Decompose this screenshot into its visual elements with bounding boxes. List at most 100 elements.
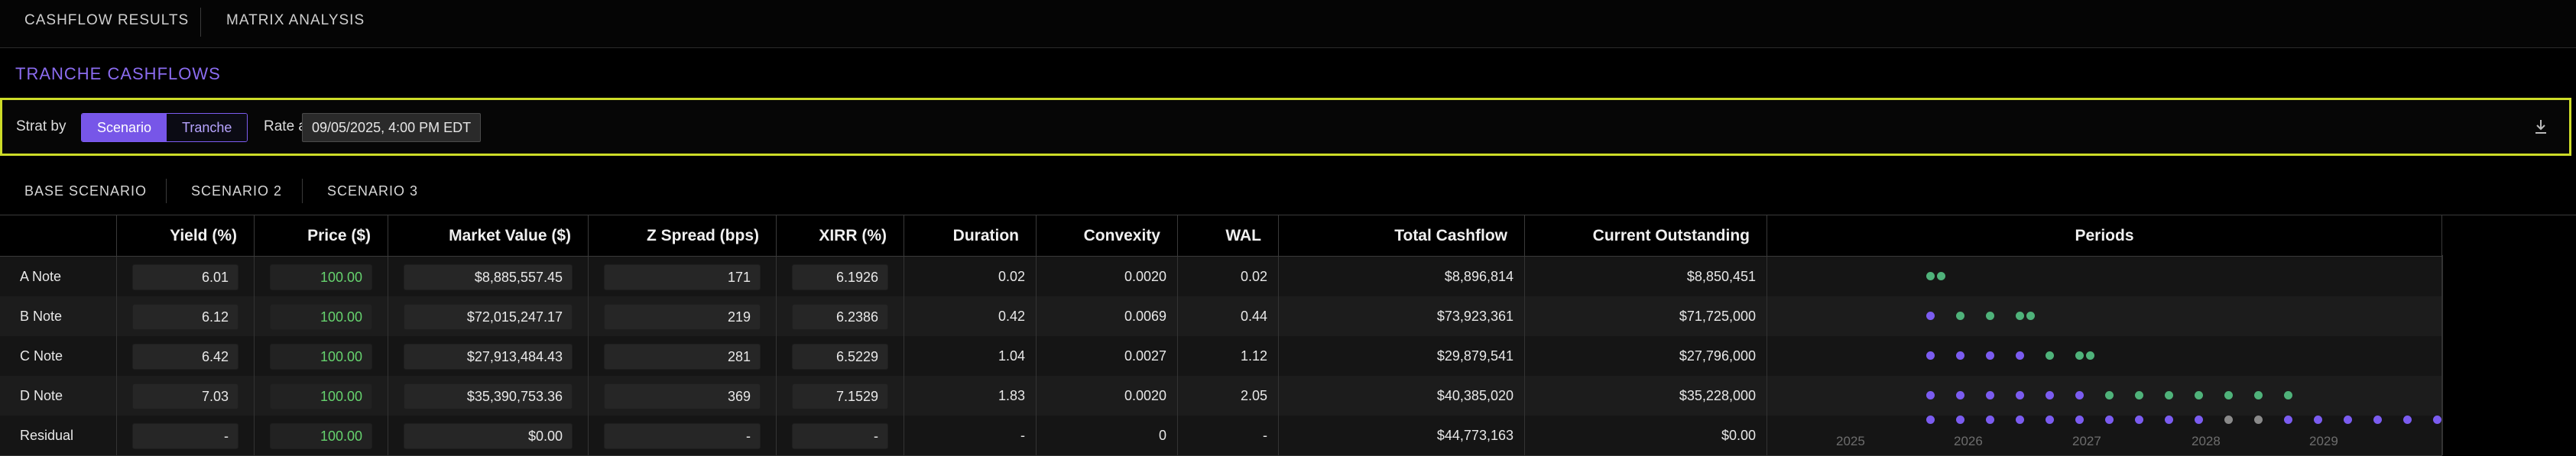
yield-input[interactable]: 7.03 xyxy=(132,383,238,409)
period-dot[interactable] xyxy=(2165,391,2173,399)
period-dot[interactable] xyxy=(2016,391,2024,399)
price-input[interactable]: 100.00 xyxy=(270,344,372,370)
z-spread-input[interactable]: 281 xyxy=(604,344,761,370)
cell-z-spread: 171 xyxy=(589,257,777,296)
period-dot[interactable] xyxy=(2195,416,2203,424)
market-value-input[interactable]: $27,913,484.43 xyxy=(404,344,573,370)
z-spread-input[interactable]: 369 xyxy=(604,383,761,409)
column-header-total-cashflow[interactable]: Total Cashflow xyxy=(1279,215,1525,257)
period-dot[interactable] xyxy=(1926,272,1935,280)
period-dot[interactable] xyxy=(2433,416,2441,424)
period-dot[interactable] xyxy=(1956,391,1964,399)
cell-xirr: 7.1529 xyxy=(777,376,904,416)
xirr-input[interactable]: 6.1926 xyxy=(792,264,888,290)
column-header-wal[interactable]: WAL xyxy=(1178,215,1279,257)
period-dot[interactable] xyxy=(2075,416,2084,424)
period-dot[interactable] xyxy=(1986,351,1994,360)
strat-option-scenario[interactable]: Scenario xyxy=(82,114,167,141)
period-dot[interactable] xyxy=(2195,391,2203,399)
period-dot[interactable] xyxy=(2344,416,2352,424)
xirr-input[interactable]: 6.2386 xyxy=(792,304,888,330)
tab-matrix-analysis[interactable]: MATRIX ANALYSIS xyxy=(226,12,365,28)
period-dot[interactable] xyxy=(2135,416,2143,424)
market-value-input[interactable]: $72,015,247.17 xyxy=(404,304,573,330)
market-value-value: $27,913,484.43 xyxy=(466,349,563,364)
column-header-periods[interactable]: Periods xyxy=(1767,215,2442,257)
period-dot[interactable] xyxy=(2026,312,2035,320)
column-header-z-spread[interactable]: Z Spread (bps) xyxy=(589,215,777,257)
yield-input[interactable]: 6.42 xyxy=(132,344,238,370)
period-dot[interactable] xyxy=(2403,416,2412,424)
tab-scenario-2[interactable]: SCENARIO 2 xyxy=(191,183,283,199)
cell-wal: 0.02 xyxy=(1178,257,1279,296)
period-dot[interactable] xyxy=(2254,391,2263,399)
period-dot[interactable] xyxy=(2284,416,2292,424)
market-value-input[interactable]: $35,390,753.36 xyxy=(404,383,573,409)
cell-market-value: $8,885,557.45 xyxy=(388,257,589,296)
market-value-input[interactable]: $8,885,557.45 xyxy=(404,264,573,290)
period-dot[interactable] xyxy=(2135,391,2143,399)
period-dot[interactable] xyxy=(2046,416,2054,424)
yield-input[interactable]: - xyxy=(132,423,238,449)
tab-base-scenario[interactable]: BASE SCENARIO xyxy=(24,183,148,199)
cell-yield: - xyxy=(117,416,255,455)
yield-input[interactable]: 6.01 xyxy=(132,264,238,290)
period-dot[interactable] xyxy=(2016,351,2024,360)
period-dot[interactable] xyxy=(1986,416,1994,424)
cell-price: 100.00 xyxy=(255,257,388,296)
period-dot[interactable] xyxy=(1956,312,1964,320)
period-dot[interactable] xyxy=(2224,391,2233,399)
period-dot[interactable] xyxy=(2105,391,2114,399)
column-header-market-value[interactable]: Market Value ($) xyxy=(388,215,589,257)
total-cashflow-value: $40,385,020 xyxy=(1436,388,1513,403)
column-header-price[interactable]: Price ($) xyxy=(255,215,388,257)
period-dot[interactable] xyxy=(1986,312,1994,320)
period-dot[interactable] xyxy=(2254,416,2263,424)
period-dot[interactable] xyxy=(2046,391,2054,399)
period-dot[interactable] xyxy=(1956,416,1964,424)
period-dot[interactable] xyxy=(2284,391,2292,399)
period-dot[interactable] xyxy=(2086,351,2094,360)
price-input[interactable]: 100.00 xyxy=(270,383,372,409)
xirr-input[interactable]: 7.1529 xyxy=(792,383,888,409)
yield-input[interactable]: 6.12 xyxy=(132,304,238,330)
z-spread-input[interactable]: 171 xyxy=(604,264,761,290)
period-dot[interactable] xyxy=(1937,272,1945,280)
period-dot[interactable] xyxy=(2016,312,2024,320)
xirr-input[interactable]: 6.5229 xyxy=(792,344,888,370)
period-dot[interactable] xyxy=(2373,416,2382,424)
market-value-input[interactable]: $0.00 xyxy=(404,423,573,449)
xirr-input[interactable]: - xyxy=(792,423,888,449)
period-dot[interactable] xyxy=(1926,312,1935,320)
period-dot[interactable] xyxy=(2314,416,2322,424)
period-dot[interactable] xyxy=(1986,391,1994,399)
periods-timeline xyxy=(1767,257,2442,296)
column-header-xirr[interactable]: XIRR (%) xyxy=(777,215,904,257)
price-input[interactable]: 100.00 xyxy=(270,423,372,449)
download-icon[interactable] xyxy=(2531,117,2551,137)
period-dot[interactable] xyxy=(2046,351,2054,360)
strat-option-tranche[interactable]: Tranche xyxy=(167,114,248,141)
market-value-value: $72,015,247.17 xyxy=(466,309,563,325)
tab-scenario-3[interactable]: SCENARIO 3 xyxy=(327,183,419,199)
period-dot[interactable] xyxy=(2165,416,2173,424)
period-dot[interactable] xyxy=(1926,391,1935,399)
period-dot[interactable] xyxy=(1956,351,1964,360)
period-dot[interactable] xyxy=(2075,391,2084,399)
price-input[interactable]: 100.00 xyxy=(270,264,372,290)
column-header-duration[interactable]: Duration xyxy=(904,215,1037,257)
period-dot[interactable] xyxy=(2016,416,2024,424)
column-header-current-outstanding[interactable]: Current Outstanding xyxy=(1525,215,1767,257)
period-dot[interactable] xyxy=(1926,351,1935,360)
column-header-yield[interactable]: Yield (%) xyxy=(117,215,255,257)
column-header-convexity[interactable]: Convexity xyxy=(1037,215,1178,257)
period-dot[interactable] xyxy=(2105,416,2114,424)
period-dot[interactable] xyxy=(2224,416,2233,424)
z-spread-input[interactable]: 219 xyxy=(604,304,761,330)
tab-cashflow-results[interactable]: CASHFLOW RESULTS xyxy=(24,12,190,28)
period-dot[interactable] xyxy=(2075,351,2084,360)
period-dot[interactable] xyxy=(1926,416,1935,424)
price-input[interactable]: 100.00 xyxy=(270,304,372,330)
z-spread-input[interactable]: - xyxy=(604,423,761,449)
rate-date-input[interactable]: 09/05/2025, 4:00 PM EDT xyxy=(302,113,482,142)
